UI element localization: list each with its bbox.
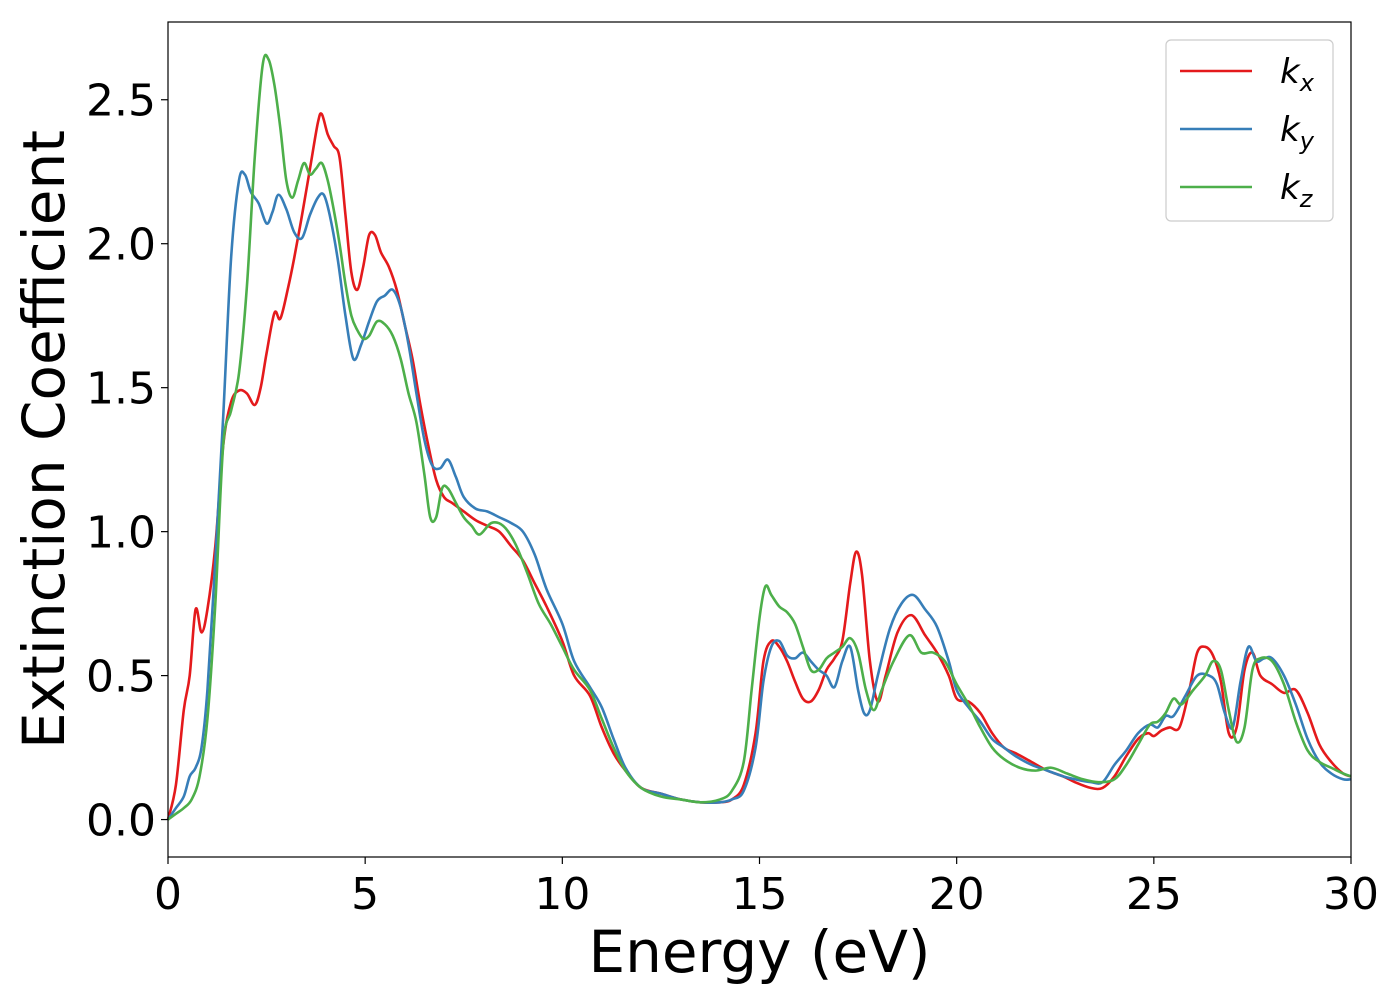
x-tick-label: 10 xyxy=(534,869,590,920)
x-tick-label: 15 xyxy=(732,869,788,920)
x-tick-label: 30 xyxy=(1323,869,1379,920)
legend-box xyxy=(1165,39,1334,222)
series-line-x xyxy=(166,112,1352,820)
y-tick-label: 1.5 xyxy=(86,364,156,415)
series-line-z xyxy=(167,53,1352,821)
y-tick-label: 2.0 xyxy=(86,220,156,271)
y-tick-label: 0.5 xyxy=(86,652,156,703)
series-lines xyxy=(166,53,1352,821)
x-tick-label: 5 xyxy=(351,869,379,920)
legend-label-x: kx xyxy=(1280,52,1315,97)
x-axis-ticks: 0 5 10 15 20 25 30 xyxy=(154,857,1379,920)
series-line-y xyxy=(166,170,1352,821)
y-tick-label: 0.0 xyxy=(86,796,156,847)
x-tick-label: 25 xyxy=(1126,869,1182,920)
x-axis-title: Energy (eV) xyxy=(588,918,930,986)
x-tick-label: 20 xyxy=(929,869,985,920)
y-axis-title: Extinction Coefficient xyxy=(10,130,78,749)
x-tick-label: 0 xyxy=(154,869,182,920)
y-tick-label: 1.0 xyxy=(86,508,156,559)
legend: kx ky kz xyxy=(1165,39,1334,222)
y-axis-ticks: 0.0 0.5 1.0 1.5 2.0 2.5 xyxy=(86,76,168,847)
legend-label-z: kz xyxy=(1280,168,1314,213)
legend-label-y: ky xyxy=(1280,110,1315,155)
y-tick-label: 2.5 xyxy=(86,76,156,127)
